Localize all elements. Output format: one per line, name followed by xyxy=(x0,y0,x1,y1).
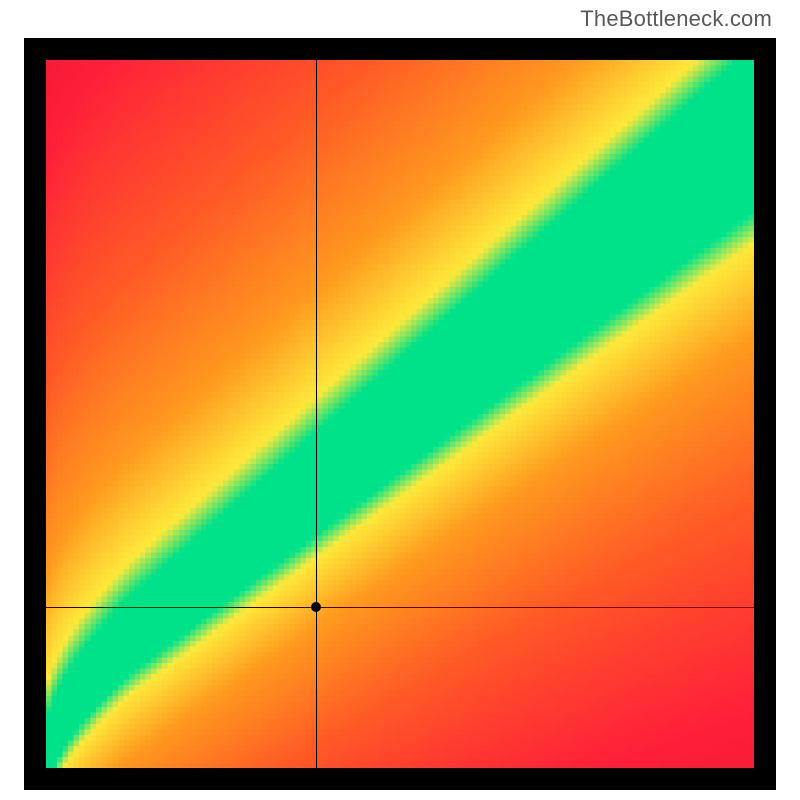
crosshair-marker xyxy=(311,602,321,612)
heatmap-canvas xyxy=(46,60,754,768)
stage: TheBottleneck.com xyxy=(0,0,800,800)
attribution-text: TheBottleneck.com xyxy=(580,6,772,32)
chart-frame xyxy=(24,38,776,790)
crosshair-vertical xyxy=(316,60,317,768)
heatmap-plot xyxy=(46,60,754,768)
crosshair-horizontal xyxy=(46,607,754,608)
